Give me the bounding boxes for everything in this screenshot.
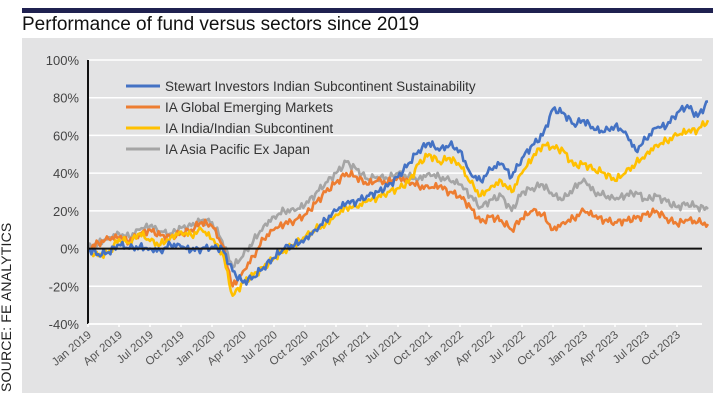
y-tick-label: 0%	[60, 242, 79, 257]
y-tick-label: -20%	[49, 279, 80, 294]
y-tick-label: -40%	[49, 317, 80, 332]
legend-label: Stewart Investors Indian Subcontinent Su…	[165, 79, 476, 94]
y-tick-label: 20%	[53, 204, 79, 219]
legend-label: IA Global Emerging Markets	[165, 100, 333, 115]
y-tick-label: 80%	[53, 91, 79, 106]
chart-title: Performance of fund versus sectors since…	[22, 14, 420, 35]
series-line-0	[87, 100, 709, 286]
title-rule	[22, 8, 713, 13]
y-tick-label: 40%	[53, 166, 79, 181]
legend-label: IA Asia Pacific Ex Japan	[165, 142, 310, 157]
series-line-3	[86, 159, 709, 269]
y-tick-label: 100%	[46, 53, 80, 68]
y-tick-label: 60%	[53, 128, 79, 143]
series-line-2	[87, 119, 710, 298]
legend-label: IA India/Indian Subcontinent	[165, 121, 333, 136]
